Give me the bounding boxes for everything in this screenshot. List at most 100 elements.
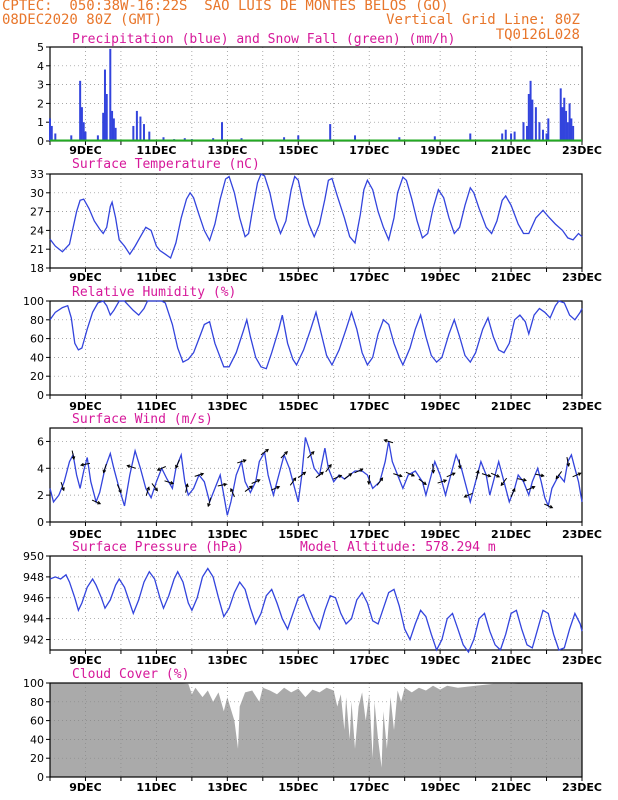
x-tick-label: 13DEC [207,400,247,413]
y-tick-label: 0 [37,516,44,529]
wind-arrow-head [320,471,324,476]
wind-arrow-head [398,473,403,478]
plot-frame [49,427,583,523]
x-tick-label: 23DEC [562,271,602,284]
precip-bar [132,125,135,141]
wind-arrow-head [511,487,516,492]
wind-arrow-shaft [393,473,402,477]
plot-frame [49,46,583,142]
y-tick-label: 944 [23,613,44,626]
wind-vector [60,481,65,492]
wind-arrow-head [475,469,480,474]
plot-frame [49,555,583,651]
wind-arrow-shaft [103,463,107,473]
wind-vector [315,471,324,479]
wind-vector [393,473,403,478]
y-tick-label: 20 [30,752,44,765]
wind-arrow-head [61,487,65,492]
plot-frame [49,682,583,778]
wind-arrow-shaft [535,473,544,477]
x-tick-label: 21DEC [491,400,531,413]
precip-bar [545,133,548,141]
wind-arrow-head [284,450,288,455]
wind-arrow-shaft [418,478,427,485]
wind-vector [217,482,228,487]
panel-6: 0 20 40 60 80 100 9DEC 11DEC 13DEC 15DEC 17DEC 19DE… [23,667,602,794]
y-tick-label: 100 [23,295,44,308]
y-tick-label: 33 [30,168,44,181]
wind-vector [333,474,343,480]
wind-arrow-shaft [481,473,491,477]
precip-bar [142,124,145,141]
x-tick-label: 15DEC [278,400,318,413]
y-tick-label: 80 [30,696,44,709]
wind-arrow-head [175,464,179,469]
precip-bar [148,131,151,141]
wind-vector [344,473,353,480]
wind-arrow-shaft [437,479,447,484]
wind-arrow-shaft [432,463,434,473]
wind-arrow-head [328,463,332,468]
wind-arrow-shaft [376,477,383,486]
wind-vector [418,478,427,486]
panel-4: 0 2 4 6 9DEC 11DEC 13DEC 15DEC 17DEC 19DEC 21DEC 23… [37,412,602,541]
x-tick-label: 21DEC [491,528,531,541]
wind-vector [116,484,122,494]
wind-arrow-head [383,439,388,443]
wind-arrow-head [443,479,448,483]
wind-arrow-head [338,474,343,479]
x-tick-label: 9DEC [69,528,101,541]
precip-bar [79,80,82,141]
precip-bar [568,103,571,141]
x-tick-label: 19DEC [420,654,460,667]
y-tick-label: 5 [37,41,44,54]
x-tick-label: 17DEC [349,400,389,413]
wind-vector [535,473,545,478]
precip-bar [111,110,114,141]
x-tick-label: 9DEC [69,654,101,667]
panel-title: Surface Pressure (hPa) [72,540,244,555]
y-tick-label: 3 [37,79,44,92]
series-line [49,437,583,516]
precip-bar [82,122,85,141]
wind-arrow-head [577,472,582,476]
y-tick-label: 1 [37,116,44,129]
precip-bar [398,137,401,141]
x-tick-label: 9DEC [69,271,101,284]
precip-bar [433,136,436,141]
x-tick-label: 13DEC [207,654,247,667]
precip-bar [572,125,575,141]
plot-frame [49,173,583,269]
x-tick-label: 17DEC [349,781,389,794]
precip-bar [510,133,513,141]
precip-bar [522,122,525,141]
wind-vector [354,468,364,474]
precip-bar [469,133,472,141]
y-tick-label: 21 [30,243,44,256]
panel-5: 942 944 946 948 950 9DEC 11DEC 13DEC 15DEC 17DEC 1… [23,540,602,667]
wind-vector [260,448,270,456]
wind-vector [510,487,516,498]
x-tick-label: 15DEC [278,781,318,794]
y-tick-label: 30 [30,187,44,200]
wind-arrow-head [367,480,371,485]
wind-arrow-head [230,487,234,492]
precip-bar [80,107,83,141]
precip-bar [84,131,87,141]
wind-vector [376,477,384,486]
wind-arrow-shaft [315,471,324,479]
wind-arrow-head [126,464,131,469]
precip-bar [112,118,115,141]
wind-arrow-shaft [60,481,65,491]
wind-arrow-shaft [251,479,260,484]
precip-bar [570,118,573,141]
wind-arrow-shaft [127,465,136,469]
y-tick-label: 40 [30,351,44,364]
precip-bar [102,112,105,141]
y-tick-label: 27 [30,206,44,219]
wind-vector [237,459,247,464]
wind-vector [437,479,448,484]
wind-arrow-head [566,462,571,468]
wind-vector [500,477,508,487]
wind-arrow-head [223,482,228,487]
